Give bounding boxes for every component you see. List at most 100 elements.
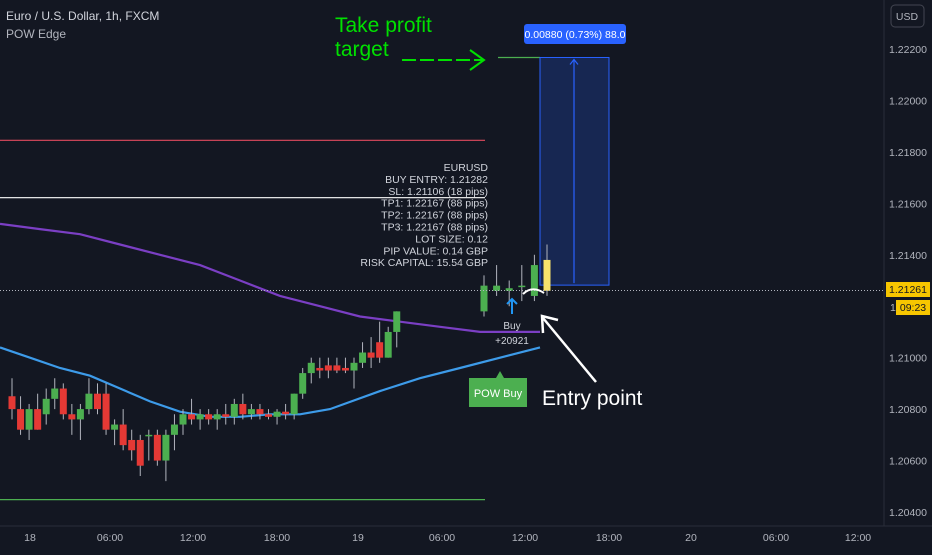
symbol-title[interactable]: Euro / U.S. Dollar, 1h, FXCM: [6, 9, 159, 23]
measure-label-bg: [524, 24, 626, 44]
buy-amount-label: +20921: [495, 336, 529, 347]
time-tick-label: 06:00: [429, 532, 455, 544]
candle-body[interactable]: [367, 352, 375, 358]
info-panel-line: RISK CAPITAL: 15.54 GBP: [360, 257, 488, 269]
moving-average-blue: [0, 346, 541, 418]
countdown-tag: [896, 300, 930, 315]
candle-body[interactable]: [480, 285, 488, 312]
candle-body[interactable]: [145, 434, 153, 437]
candle-body[interactable]: [213, 414, 221, 420]
price-tick-label: 1.21000: [889, 353, 927, 365]
candle-body[interactable]: [518, 285, 526, 288]
candle-body[interactable]: [170, 424, 178, 435]
candle-body[interactable]: [299, 373, 307, 394]
candle-body[interactable]: [94, 393, 101, 410]
candle-body[interactable]: [230, 403, 238, 417]
info-panel-line: TP3: 1.22167 (88 pips): [381, 222, 488, 234]
time-axis[interactable]: 18 06:00 12:00 18:00 19 06:00 12:00 18:00 20 06:0…: [24, 532, 871, 544]
price-tick-label: 1.20400: [889, 507, 927, 519]
currency-button[interactable]: [890, 4, 925, 28]
candle-body[interactable]: [530, 265, 538, 296]
candle-body[interactable]: [34, 409, 42, 430]
current-price-value: 1.21261: [889, 284, 927, 296]
price-tick-label: 1.21600: [889, 198, 927, 210]
measure-arrow-head: [569, 58, 579, 65]
info-panel-line: BUY ENTRY: 1.21282: [385, 174, 488, 186]
price-axis[interactable]: 1.22200 1.22000 1.21800 1.21600 1.21400 1.210…: [889, 44, 927, 519]
candle-body[interactable]: [68, 414, 76, 420]
candle-body[interactable]: [102, 393, 110, 430]
info-panel-line: PIP VALUE: 0.14 GBP: [383, 245, 488, 257]
candle-body[interactable]: [384, 331, 392, 358]
candle-body[interactable]: [333, 365, 341, 371]
candle-body[interactable]: [136, 439, 144, 466]
candle-body[interactable]: [162, 434, 170, 461]
candle-body[interactable]: [359, 352, 367, 363]
candle-body[interactable]: [76, 409, 84, 420]
candle-body[interactable]: [17, 409, 25, 430]
candle-body[interactable]: [256, 409, 264, 415]
candle-body[interactable]: [188, 414, 196, 420]
candle-body[interactable]: [59, 388, 67, 415]
candle-body[interactable]: [324, 365, 332, 371]
time-tick-label: 18:00: [264, 532, 290, 544]
countdown-value: 09:23: [900, 302, 926, 314]
candle-body[interactable]: [282, 411, 290, 415]
indicator-name[interactable]: POW Edge: [6, 27, 66, 41]
candle-body[interactable]: [239, 403, 247, 415]
pow-buy-pointer-icon: [496, 371, 504, 378]
buy-arrow-icon: [506, 297, 518, 314]
candle-body[interactable]: [341, 367, 349, 371]
candle-body[interactable]: [247, 409, 255, 415]
take-profit-arrow-icon: [402, 49, 486, 71]
candle-body[interactable]: [119, 424, 127, 446]
candle-body[interactable]: [42, 398, 50, 415]
candle-body[interactable]: [196, 414, 204, 420]
price-tick-label: 1.21400: [889, 250, 927, 262]
candle-body[interactable]: [111, 424, 119, 430]
pow-buy-label: POW Buy: [474, 388, 523, 400]
candle-body[interactable]: [25, 409, 33, 430]
candle-body[interactable]: [493, 285, 501, 291]
candle-body[interactable]: [205, 414, 213, 420]
info-panel-line: TP1: 1.22167 (88 pips): [381, 198, 488, 210]
candle-body[interactable]: [316, 367, 324, 371]
candle-body[interactable]: [85, 393, 93, 410]
time-tick-label: 18:00: [596, 532, 622, 544]
info-panel-line: SL: 1.21106 (18 pips): [388, 186, 488, 198]
candle-body[interactable]: [128, 439, 136, 451]
time-tick-label: 12:00: [512, 532, 538, 544]
candle-body[interactable]: [265, 414, 272, 417]
measure-label: 0.00880 (0.73%) 88.0: [525, 29, 626, 41]
time-tick-label: 18: [24, 532, 36, 544]
candle-body[interactable]: [273, 411, 281, 417]
time-tick-label: 12:00: [845, 532, 871, 544]
candle-body[interactable]: [290, 393, 298, 415]
candle-body[interactable]: [350, 362, 358, 371]
entry-point-annotation: Entry point: [542, 387, 643, 410]
time-tick-label: 06:00: [97, 532, 123, 544]
candle-body[interactable]: [51, 388, 59, 399]
price-tick-partial: 1: [890, 302, 896, 314]
info-panel-line: LOT SIZE: 0.12: [415, 233, 488, 245]
candle-body[interactable]: [8, 396, 16, 410]
candle-body[interactable]: [153, 434, 161, 461]
candle-body[interactable]: [376, 342, 384, 358]
moving-average-purple: [0, 222, 540, 333]
take-profit-annotation-line2: target: [335, 38, 389, 61]
time-tick-label: 20: [685, 532, 697, 544]
candle-body[interactable]: [179, 414, 187, 425]
candle-body[interactable]: [505, 288, 513, 291]
take-profit-annotation-line1: Take profit: [335, 14, 432, 37]
candle-body[interactable]: [222, 414, 230, 417]
currency-button-label: USD: [896, 11, 919, 23]
price-tick-label: 1.22000: [889, 95, 927, 107]
candle-body[interactable]: [307, 362, 315, 374]
candle-body[interactable]: [543, 259, 551, 291]
pow-buy-badge[interactable]: [469, 378, 527, 407]
info-panel-line: EURUSD: [444, 162, 489, 174]
time-tick-label: 06:00: [763, 532, 789, 544]
candle-body[interactable]: [393, 311, 401, 332]
